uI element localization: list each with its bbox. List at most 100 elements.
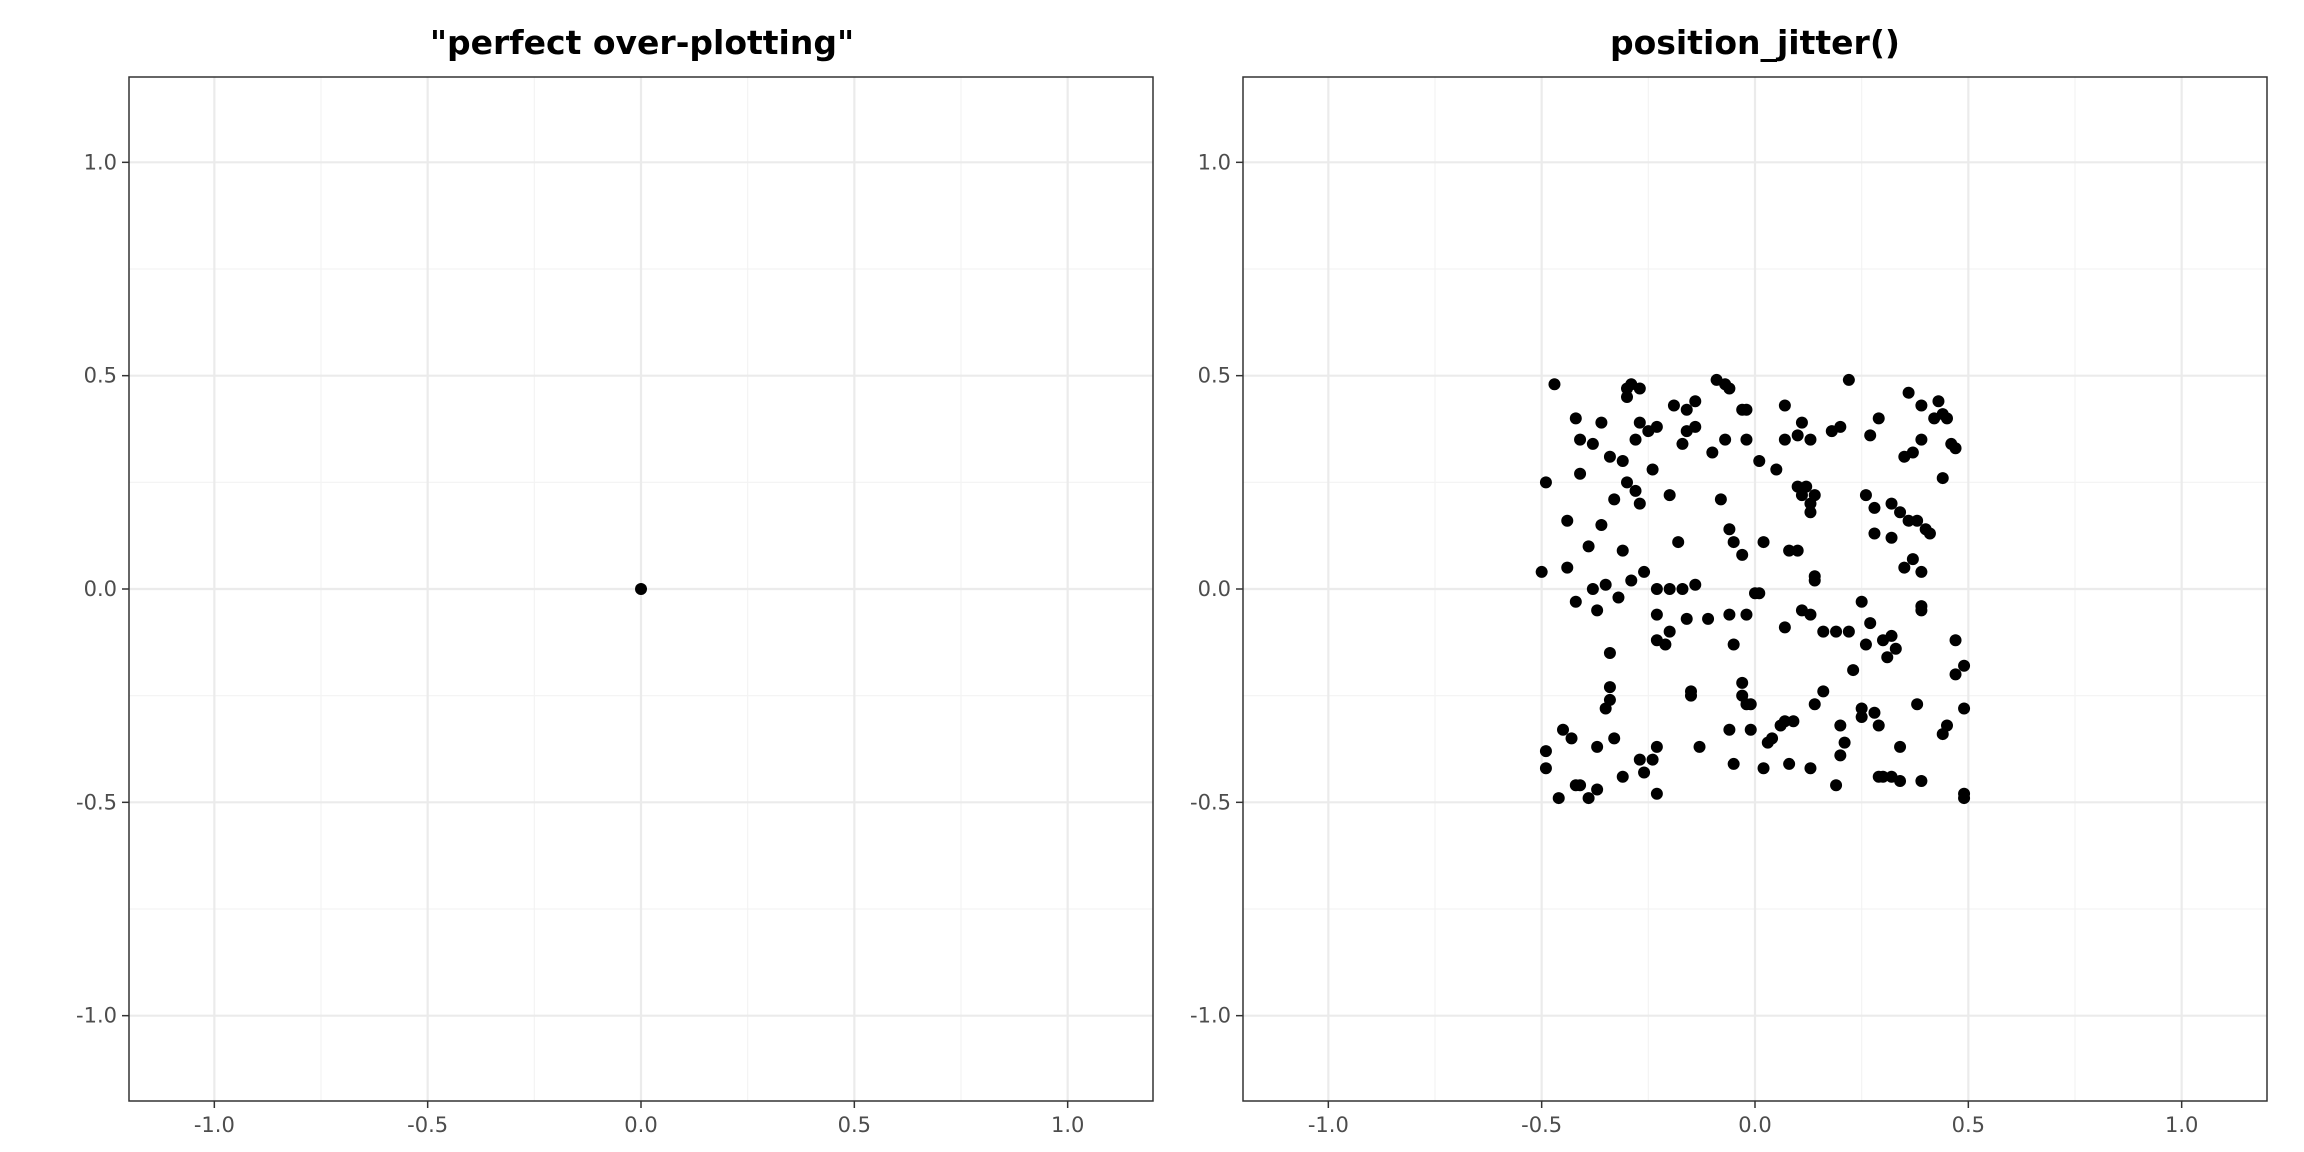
data-point <box>1778 433 1791 446</box>
x-tick-label: 0.5 <box>838 1113 871 1137</box>
data-point <box>1663 625 1676 638</box>
data-point <box>1864 429 1877 442</box>
y-tick-label: -1.0 <box>1190 1004 1231 1028</box>
x-axis-ticks: -1.0 -0.5 0.0 0.5 1.0 <box>194 1101 1084 1137</box>
data-point <box>1791 429 1804 442</box>
data-point <box>1574 779 1587 792</box>
data-point <box>1906 446 1919 459</box>
data-point <box>1911 514 1924 527</box>
y-axis-ticks: -1.0 -0.5 0.0 0.5 1.0 <box>76 150 129 1028</box>
data-point <box>1885 531 1898 544</box>
data-point <box>1778 621 1791 634</box>
y-tick-label: -1.0 <box>76 1004 117 1028</box>
data-point <box>1740 433 1753 446</box>
data-point <box>1689 578 1702 591</box>
data-point <box>1736 676 1749 689</box>
y-tick-label: -0.5 <box>1190 790 1231 814</box>
data-point <box>1608 732 1621 745</box>
data-point <box>1902 386 1915 399</box>
data-point <box>1808 698 1821 711</box>
data-point <box>1804 506 1817 519</box>
data-point <box>1539 476 1552 489</box>
data-point <box>1915 565 1928 578</box>
data-point <box>1783 757 1796 770</box>
data-point <box>1877 770 1889 783</box>
data-point <box>1898 561 1911 574</box>
data-point <box>1736 548 1749 561</box>
data-point <box>1906 553 1919 566</box>
panel-perfect-over-plotting: "perfect over-plotting" -1.0 -0.5 0.0 0.5 1.… <box>76 23 1154 1137</box>
data-point <box>1872 719 1885 732</box>
data-point <box>1817 625 1830 638</box>
data-point <box>1817 685 1830 698</box>
data-point <box>1834 749 1847 762</box>
data-point <box>1941 412 1953 425</box>
data-point <box>1719 433 1732 446</box>
data-point <box>1868 527 1881 540</box>
data-point <box>1868 501 1881 514</box>
data-point <box>1864 617 1877 630</box>
data-point <box>1586 437 1599 450</box>
data-point <box>1757 536 1770 549</box>
data-point <box>1591 740 1604 753</box>
data-point <box>1808 574 1821 587</box>
data-point <box>1842 625 1855 638</box>
data-point <box>1723 608 1736 621</box>
data-point <box>1872 412 1885 425</box>
x-tick-label: 0.0 <box>624 1113 657 1137</box>
data-point <box>1599 578 1612 591</box>
data-point <box>1574 433 1587 446</box>
data-point <box>1676 437 1689 450</box>
data-point <box>1616 770 1629 783</box>
data-points <box>1535 373 1971 805</box>
data-point <box>1650 787 1663 800</box>
data-point <box>1723 382 1736 395</box>
data-point <box>1603 450 1616 463</box>
y-tick-label: 1.0 <box>84 150 117 174</box>
data-point <box>1714 493 1727 506</box>
data-point <box>1723 523 1736 536</box>
data-point <box>1770 463 1783 476</box>
data-point <box>1889 642 1902 655</box>
data-point <box>1834 719 1847 732</box>
panel-title: "perfect over-plotting" <box>430 23 854 62</box>
data-point <box>1766 732 1779 745</box>
data-point <box>1727 638 1740 651</box>
data-point <box>1574 467 1587 480</box>
data-point <box>1667 399 1680 412</box>
data-point <box>1685 689 1697 702</box>
panel-title: position_jitter() <box>1610 23 1900 62</box>
data-point <box>1804 433 1817 446</box>
data-point <box>1629 433 1642 446</box>
data-point <box>1949 668 1962 681</box>
data-point <box>1855 711 1868 723</box>
x-tick-label: -1.0 <box>194 1113 235 1137</box>
data-point <box>1727 536 1740 549</box>
data-point <box>1565 732 1578 745</box>
data-point <box>1689 420 1702 433</box>
data-point <box>1569 595 1582 608</box>
data-point <box>1778 399 1791 412</box>
y-tick-label: -0.5 <box>76 790 117 814</box>
x-tick-label: -0.5 <box>1521 1113 1562 1137</box>
data-point <box>1646 463 1659 476</box>
data-point <box>1881 651 1894 664</box>
data-point <box>1949 442 1962 455</box>
data-point <box>1561 514 1574 527</box>
data-point <box>1804 762 1817 775</box>
data-point <box>1599 702 1612 715</box>
data-point <box>1902 514 1915 527</box>
data-point <box>635 583 647 595</box>
data-point <box>1591 604 1604 617</box>
y-tick-label: 0.5 <box>84 364 117 388</box>
data-point <box>1535 565 1548 578</box>
data-point <box>1941 719 1953 732</box>
data-point <box>1638 766 1651 779</box>
data-point <box>1663 489 1676 502</box>
data-point <box>1680 403 1693 416</box>
data-point <box>1834 420 1847 433</box>
data-point <box>1650 420 1663 433</box>
data-point <box>1932 395 1945 408</box>
